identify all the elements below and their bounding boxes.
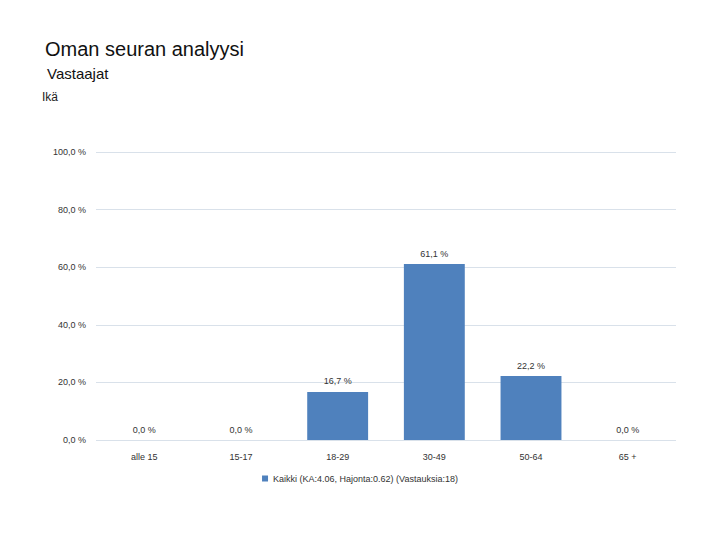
svg-text:50-64: 50-64 <box>519 452 542 462</box>
svg-text:0,0 %: 0,0 % <box>63 435 86 445</box>
svg-text:61,1 %: 61,1 % <box>420 249 448 259</box>
svg-text:30-49: 30-49 <box>423 452 446 462</box>
svg-text:22,2 %: 22,2 % <box>517 361 545 371</box>
svg-text:Kaikki (KA:4.06, Hajonta:0.62): Kaikki (KA:4.06, Hajonta:0.62) (Vastauks… <box>273 474 458 484</box>
svg-text:0,0 %: 0,0 % <box>616 425 639 435</box>
svg-text:80,0 %: 80,0 % <box>58 205 86 215</box>
svg-text:alle 15: alle 15 <box>131 452 158 462</box>
svg-text:40,0 %: 40,0 % <box>58 320 86 330</box>
svg-text:16,7 %: 16,7 % <box>324 376 352 386</box>
svg-text:Ikä: Ikä <box>42 90 58 104</box>
svg-text:0,0 %: 0,0 % <box>133 425 156 435</box>
svg-text:65 +: 65 + <box>619 452 637 462</box>
svg-text:Vastaajat: Vastaajat <box>47 65 109 82</box>
svg-text:20,0 %: 20,0 % <box>58 377 86 387</box>
svg-text:Oman seuran analyysi: Oman seuran analyysi <box>45 38 244 60</box>
svg-text:18-29: 18-29 <box>326 452 349 462</box>
svg-text:15-17: 15-17 <box>229 452 252 462</box>
svg-text:0,0 %: 0,0 % <box>229 425 252 435</box>
svg-text:100,0 %: 100,0 % <box>53 147 86 157</box>
svg-text:60,0 %: 60,0 % <box>58 262 86 272</box>
